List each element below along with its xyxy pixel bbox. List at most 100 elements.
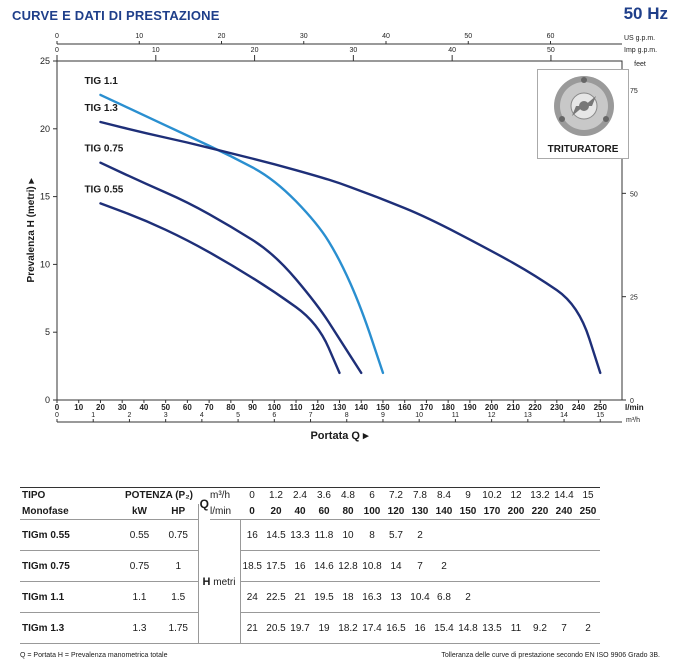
head-value [528, 581, 552, 613]
lmin-value: 250 [576, 503, 600, 520]
head-value [456, 550, 480, 582]
x-tick-label: 90 [248, 403, 257, 412]
y-tick-label: 5 [45, 327, 50, 337]
model-name: TIGm 1.3 [20, 612, 120, 644]
col-potenza-header: POTENZA (P₂) [120, 487, 198, 504]
lmin-value: 220 [528, 503, 552, 520]
x-tick-label: 30 [118, 403, 127, 412]
y-tick-label: 20 [40, 124, 50, 134]
m3h-tick-label: 8 [345, 412, 349, 419]
head-value: 18.5 [240, 550, 264, 582]
head-value: 16 [408, 612, 432, 644]
head-value: 11.8 [312, 519, 336, 551]
m3h-value: 9 [456, 487, 480, 504]
m3h-value: 4.8 [336, 487, 360, 504]
m3h-tick-label: 3 [164, 412, 168, 419]
x-tick-label: 50 [161, 403, 170, 412]
head-value: 19 [312, 612, 336, 644]
head-value: 18 [336, 581, 360, 613]
head-value: 11 [504, 612, 528, 644]
lmin-value: 130 [408, 503, 432, 520]
power-kw: 1.3 [120, 612, 159, 644]
head-value: 7 [552, 612, 576, 644]
x-tick-label: 20 [96, 403, 105, 412]
head-value [504, 581, 528, 613]
m3h-unit-header: m³/h [210, 487, 240, 504]
lmin-value: 40 [288, 503, 312, 520]
lmin-value: 240 [552, 503, 576, 520]
impgpm-tick-label: 40 [448, 47, 456, 54]
m3h-value: 14.4 [552, 487, 576, 504]
m3h-tick-label: 7 [309, 412, 313, 419]
x-tick-label: 80 [226, 403, 235, 412]
m3h-value: 3.6 [312, 487, 336, 504]
head-value [504, 550, 528, 582]
head-value [552, 550, 576, 582]
head-value [552, 581, 576, 613]
feet-unit-label: feet [634, 61, 646, 68]
head-value: 2 [432, 550, 456, 582]
head-value [528, 550, 552, 582]
power-kw: 0.75 [120, 550, 159, 582]
power-hp: 1 [159, 550, 199, 582]
head-value [480, 519, 504, 551]
m3h-tick-label: 5 [236, 412, 240, 419]
col-kw-header: kW [120, 503, 159, 520]
head-value: 13.5 [480, 612, 504, 644]
m3h-tick-label: 13 [524, 412, 532, 419]
x-tick-label: 210 [507, 403, 521, 412]
y-axis-label: Prevalenza H (metri) ▸ [26, 178, 37, 283]
head-value: 14.5 [264, 519, 288, 551]
x-tick-label: 240 [572, 403, 586, 412]
x-tick-label: 230 [550, 403, 564, 412]
power-hp: 1.5 [159, 581, 199, 613]
head-value: 18.2 [336, 612, 360, 644]
head-value [456, 519, 480, 551]
head-value: 10.8 [360, 550, 384, 582]
usgpm-tick-label: 20 [218, 33, 226, 40]
lmin-value: 120 [384, 503, 408, 520]
table-row: TIGm 0.55 0.55 0.75 H metri 16 14.5 13.3 11.8 10… [20, 519, 600, 644]
head-value: 19.5 [312, 581, 336, 613]
head-value: 8 [360, 519, 384, 551]
col-monofase-header: Monofase [20, 503, 120, 520]
head-value [552, 519, 576, 551]
usgpm-tick-label: 50 [464, 33, 472, 40]
table-header-row: Monofase kW HP l/min 0 20 40 60 80 100 120 130 140 15… [20, 503, 600, 520]
x-tick-label: 10 [74, 403, 83, 412]
m3h-value: 6 [360, 487, 384, 504]
head-value: 5.7 [384, 519, 408, 551]
x-tick-label: 170 [420, 403, 434, 412]
lmin-value: 170 [480, 503, 504, 520]
table-row: TIGm 0.75 0.75 1 18.5 17.5 16 14.6 12.8 10.8 14 7 2 [20, 550, 600, 582]
sheet-title: CURVE E DATI DI PRESTAZIONE [12, 8, 220, 23]
head-value: 14.6 [312, 550, 336, 582]
lmin-value: 60 [312, 503, 336, 520]
usgpm-tick-label: 40 [382, 33, 390, 40]
impgpm-tick-label: 50 [547, 47, 555, 54]
m3h-tick-label: 1 [91, 412, 95, 419]
head-value [480, 550, 504, 582]
impgpm-tick-label: 10 [152, 47, 160, 54]
head-value [576, 581, 600, 613]
x-tick-label: 70 [205, 403, 214, 412]
model-name: TIGm 1.1 [20, 581, 120, 613]
usgpm-unit-label: US g.p.m. [624, 35, 655, 42]
m3h-value: 12 [504, 487, 528, 504]
lmin-value: 0 [240, 503, 264, 520]
power-hp: 0.75 [159, 519, 199, 551]
lmin-value: 200 [504, 503, 528, 520]
table-row: TIGm 1.1 1.1 1.5 24 22.5 21 19.5 18 16.3 13 10.4 6.… [20, 581, 600, 613]
y-tick-label: 0 [45, 395, 50, 405]
lmin-value: 150 [456, 503, 480, 520]
head-value: 16.3 [360, 581, 384, 613]
x-tick-label: 220 [528, 403, 542, 412]
m3h-value: 2.4 [288, 487, 312, 504]
head-value: 16.5 [384, 612, 408, 644]
head-value: 14 [384, 550, 408, 582]
y-tick-label: 10 [40, 259, 50, 269]
head-value: 17.4 [360, 612, 384, 644]
